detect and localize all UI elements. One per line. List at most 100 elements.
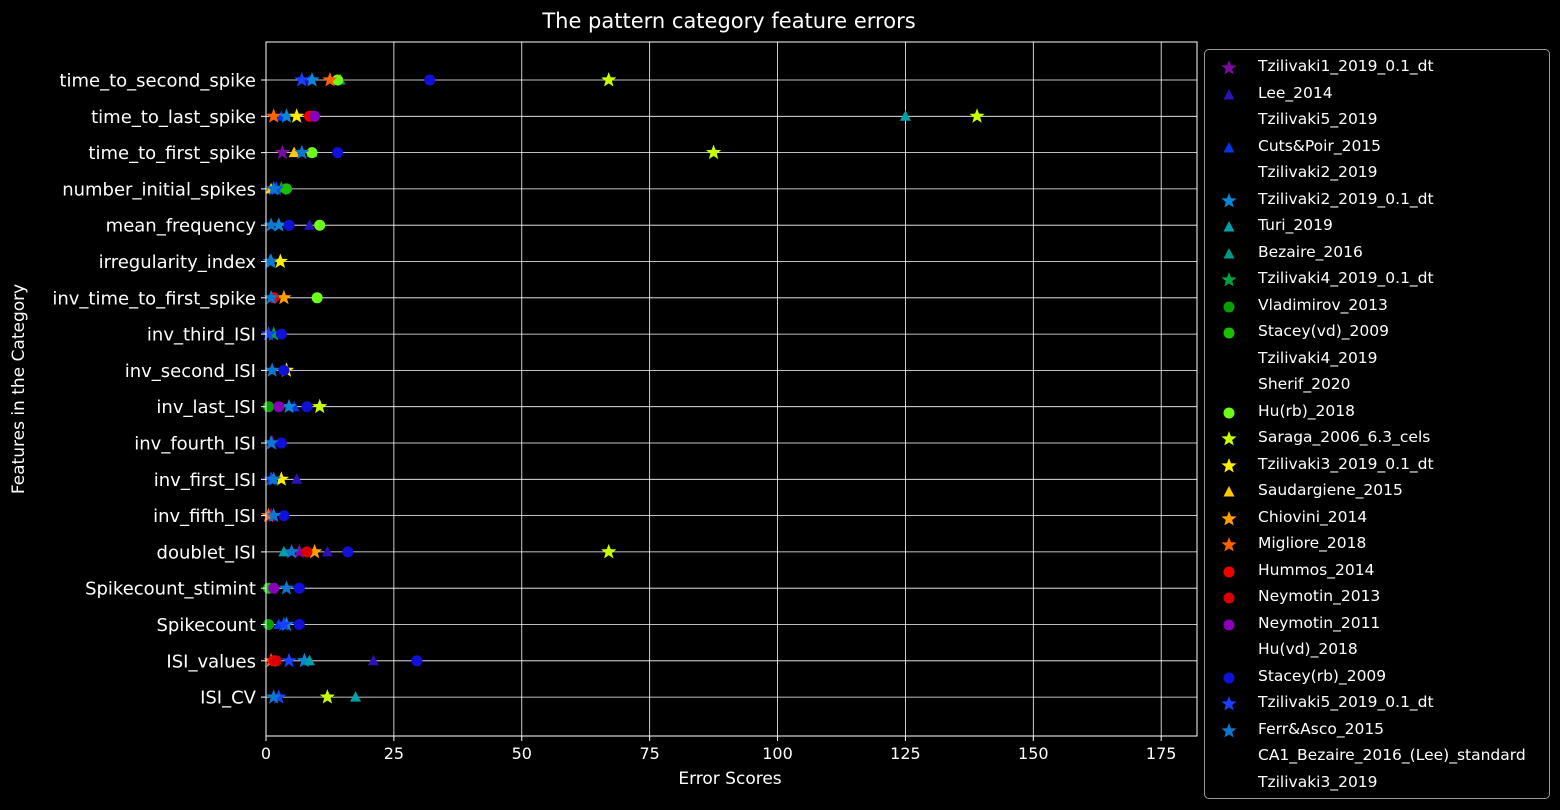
data-point xyxy=(278,545,290,557)
legend-label: Neymotin_2013 xyxy=(1258,587,1381,605)
data-point xyxy=(272,253,288,268)
legend-label: Cuts&Poir_2015 xyxy=(1258,136,1382,155)
data-point xyxy=(424,74,436,86)
data-point xyxy=(264,362,280,377)
legend-item: Tzilivaki5_2019_0.1_dt xyxy=(1205,690,1549,717)
y-tick-label: inv_second_ISI xyxy=(125,361,256,382)
legend-marker-icon xyxy=(1223,221,1235,232)
legend-item: Cuts&Poir_2015 xyxy=(1205,134,1549,161)
y-tick-label: mean_frequency xyxy=(106,216,257,237)
chart-legend: Tzilivaki1_2019_0.1_dt Lee_2014 Tzilivaki5… xyxy=(1204,49,1550,799)
legend-item: Stacey(vd)_2009 xyxy=(1205,319,1549,346)
legend-item: Sherif_2020 xyxy=(1205,372,1549,399)
legend-label: Tzilivaki5_2019_0.1_dt xyxy=(1258,693,1434,711)
legend-label: Saudargiene_2015 xyxy=(1258,481,1403,499)
data-point xyxy=(281,652,297,668)
legend-marker-icon xyxy=(1221,192,1237,207)
legend-label: Tzilivaki2_2019 xyxy=(1258,163,1378,181)
data-point xyxy=(342,546,354,558)
legend-label: Neymotin_2011 xyxy=(1258,613,1381,632)
legend-marker-icon xyxy=(1221,457,1237,472)
data-point xyxy=(321,545,333,557)
legend-marker-icon xyxy=(1217,164,1241,184)
legend-marker-icon xyxy=(1223,486,1235,497)
legend-label: CA1_Bezaire_2016_(Lee)_standard xyxy=(1258,746,1526,764)
data-point xyxy=(350,691,362,702)
grid-lines xyxy=(265,42,1197,736)
data-point xyxy=(301,401,313,413)
legend-marker-icon xyxy=(1217,774,1241,794)
legend-label: Ferr&Asco_2015 xyxy=(1258,719,1385,738)
legend-marker xyxy=(1221,272,1237,287)
y-tick-label: time_to_first_spike xyxy=(88,143,256,164)
data-point xyxy=(601,72,617,87)
legend-label: Sherif_2020 xyxy=(1258,375,1351,393)
data-point xyxy=(276,616,292,631)
data-point xyxy=(262,253,278,268)
legend-item: Ferr&Asco_2015 xyxy=(1205,717,1549,744)
legend-marker xyxy=(1223,486,1235,497)
data-point xyxy=(263,217,279,232)
data-point xyxy=(296,652,312,668)
legend-marker-icon xyxy=(1223,327,1235,339)
legend-marker-icon xyxy=(1223,88,1235,99)
legend-marker xyxy=(1223,672,1235,683)
legend-marker-icon xyxy=(1223,247,1235,258)
y-tick-label: inv_third_ISI xyxy=(147,325,256,346)
data-point xyxy=(274,144,290,160)
legend-label: Tzilivaki1_2019_0.1_dt xyxy=(1258,57,1434,75)
legend-label: Stacey(rb)_2009 xyxy=(1258,666,1387,685)
legend-marker xyxy=(1221,431,1237,446)
legend-item: Tzilivaki2_2019 xyxy=(1205,160,1549,187)
legend-marker-icon xyxy=(1217,641,1241,661)
data-point xyxy=(268,582,280,594)
legend-label: Tzilivaki4_2019 xyxy=(1258,348,1378,367)
data-point xyxy=(306,147,318,159)
legend-marker xyxy=(1223,407,1235,418)
data-point xyxy=(301,546,313,558)
legend-item: Tzilivaki2_2019_0.1_dt xyxy=(1205,187,1549,214)
data-point xyxy=(311,292,323,304)
legend-marker-icon xyxy=(1223,619,1235,630)
data-point xyxy=(293,582,305,594)
data-point xyxy=(266,471,282,486)
legend-item: Hummos_2014 xyxy=(1205,558,1549,585)
y-tick-label: inv_last_ISI xyxy=(156,397,256,418)
legend-item: Tzilivaki3_2019 xyxy=(1205,770,1549,797)
y-axis-label: Features in the Category xyxy=(9,284,29,494)
y-tick-label: Spikecount_stimint xyxy=(85,579,256,600)
x-tick-label: 150 xyxy=(1018,744,1049,763)
data-point xyxy=(291,473,303,484)
data-point xyxy=(278,580,295,595)
legend-marker xyxy=(1223,301,1235,312)
legend-marker xyxy=(1221,457,1237,472)
legend-label: Hu(rb)_2018 xyxy=(1258,401,1355,420)
legend-item: Stacey(rb)_2009 xyxy=(1205,664,1549,691)
y-tick-label: inv_fifth_ISI xyxy=(153,506,256,527)
legend-marker-icon xyxy=(1223,592,1235,604)
data-point xyxy=(278,108,295,123)
legend-label: Tzilivaki3_2019_0.1_dt xyxy=(1258,454,1434,473)
legend-marker-icon xyxy=(1221,431,1237,446)
legend-item: Hu(vd)_2018 xyxy=(1205,637,1549,664)
legend-marker xyxy=(1221,537,1237,552)
data-point xyxy=(288,146,300,158)
chart-title: The pattern category feature errors xyxy=(541,9,915,33)
legend-marker xyxy=(1223,247,1235,258)
data-point xyxy=(322,72,338,87)
data-point xyxy=(601,543,617,559)
legend-item: Tzilivaki5_2019 xyxy=(1205,107,1549,134)
legend-label: Tzilivaki3_2019 xyxy=(1258,772,1378,791)
legend-label: Stacey(vd)_2009 xyxy=(1258,322,1389,340)
data-point xyxy=(303,654,315,666)
legend-item: CA1_Bezaire_2016_(Lee)_standard xyxy=(1205,743,1549,770)
data-point xyxy=(266,507,282,523)
data-point xyxy=(899,110,911,121)
data-point xyxy=(303,219,315,230)
data-point xyxy=(314,219,326,231)
data-point xyxy=(281,398,297,414)
legend-item: Tzilivaki3_2019_0.1_dt xyxy=(1205,452,1549,479)
data-point xyxy=(312,398,328,414)
x-tick-label: 0 xyxy=(261,744,271,763)
